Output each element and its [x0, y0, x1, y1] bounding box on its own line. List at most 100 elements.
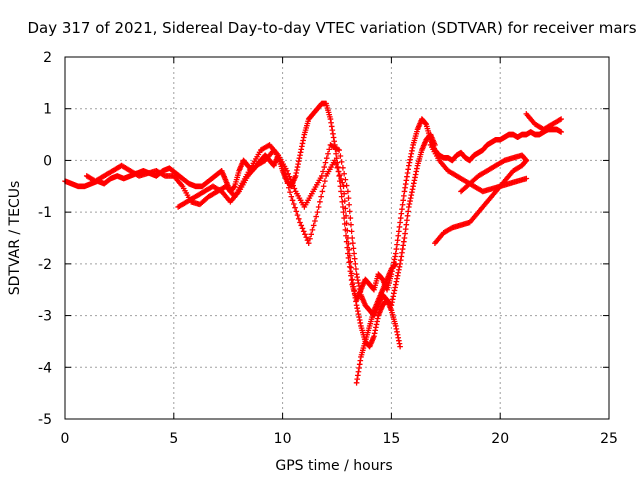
- y-axis-label: SDTVAR / TECUs: [7, 181, 23, 296]
- data-point: [335, 168, 342, 175]
- data-point: [338, 159, 345, 165]
- data-point: [303, 234, 310, 241]
- x-axis-label: GPS time / hours: [275, 458, 392, 474]
- data-point: [289, 197, 296, 204]
- data-point: [351, 250, 357, 257]
- data-point: [288, 193, 295, 200]
- grid: [65, 57, 609, 419]
- data-point: [347, 215, 354, 221]
- x-tick-label: 10: [274, 431, 292, 447]
- x-tick-label: 15: [382, 431, 400, 447]
- data-point: [523, 175, 530, 182]
- data-point: [284, 180, 291, 187]
- data-point: [346, 201, 352, 208]
- data-point: [314, 209, 321, 215]
- data-point: [348, 270, 355, 277]
- data-point: [345, 188, 351, 195]
- data-point: [322, 178, 328, 184]
- data-point: [392, 261, 399, 267]
- data-point: [326, 146, 333, 153]
- data-point: [295, 215, 302, 222]
- y-tick-label: -1: [38, 205, 52, 221]
- series-arc-8: [523, 111, 564, 133]
- data-point: [348, 228, 355, 235]
- data-point: [558, 116, 564, 122]
- data-point: [310, 222, 317, 229]
- data-point: [350, 245, 357, 252]
- data-point: [284, 167, 290, 174]
- data-point: [294, 212, 301, 218]
- data-point: [336, 147, 342, 153]
- data-point: [290, 182, 296, 189]
- data-point: [353, 266, 359, 272]
- data-point: [346, 208, 353, 215]
- data-point: [342, 205, 349, 212]
- data-point: [345, 241, 352, 247]
- data-point: [279, 162, 286, 169]
- data-point: [346, 247, 352, 253]
- data-points: [62, 100, 564, 386]
- data-point: [290, 201, 297, 207]
- y-tick-label: 1: [43, 102, 52, 118]
- data-point: [323, 155, 330, 162]
- data-point: [298, 222, 305, 229]
- data-point: [523, 157, 530, 164]
- data-point: [289, 179, 295, 186]
- data-point: [341, 190, 347, 197]
- data-point: [309, 227, 316, 233]
- data-point: [320, 183, 327, 190]
- data-point: [317, 199, 323, 205]
- data-point: [293, 208, 300, 215]
- data-point: [397, 343, 403, 350]
- data-point: [342, 176, 349, 183]
- data-point: [345, 195, 352, 201]
- y-tick-label: -3: [38, 309, 52, 325]
- y-tick-label: 0: [43, 153, 52, 169]
- data-point: [307, 235, 313, 242]
- data-point: [312, 218, 318, 224]
- data-point: [350, 240, 356, 246]
- series-arc-3: [175, 147, 403, 350]
- data-point: [332, 157, 338, 164]
- axis-ticks: 0 5 10 15 20 25 -5 -4 -3 -2 -1 0 1 2: [38, 50, 618, 447]
- data-point: [338, 193, 345, 200]
- data-point: [281, 167, 287, 173]
- data-point: [322, 159, 329, 166]
- data-point: [344, 227, 351, 234]
- data-point: [336, 172, 343, 179]
- data-point: [285, 170, 291, 177]
- data-point: [300, 228, 307, 235]
- y-tick-label: 2: [43, 50, 52, 66]
- series-arc-7: [432, 157, 530, 246]
- data-point: [341, 198, 348, 204]
- data-point: [334, 165, 341, 171]
- data-point: [325, 150, 331, 157]
- x-tick-label: 25: [600, 431, 618, 447]
- y-tick-label: -5: [38, 412, 52, 428]
- data-point: [346, 252, 353, 259]
- y-tick-label: -2: [38, 257, 52, 273]
- data-point: [305, 240, 312, 246]
- data-point: [338, 188, 344, 195]
- data-point: [348, 264, 354, 271]
- data-point: [321, 164, 328, 170]
- data-point: [302, 231, 308, 238]
- x-tick-label: 20: [491, 431, 509, 447]
- data-point: [313, 213, 319, 220]
- data-point: [333, 161, 339, 167]
- data-point: [286, 173, 293, 180]
- data-point: [287, 176, 294, 183]
- data-point: [343, 220, 350, 227]
- data-point: [351, 255, 358, 262]
- data-point: [318, 193, 324, 200]
- data-point: [320, 168, 326, 175]
- data-point: [345, 235, 351, 241]
- data-point: [286, 184, 292, 191]
- data-point: [283, 176, 290, 182]
- plot-frame: [64, 56, 610, 420]
- data-point: [337, 153, 344, 159]
- x-tick-label: 0: [61, 431, 70, 447]
- data-point: [343, 182, 350, 189]
- x-tick-label: 5: [169, 431, 178, 447]
